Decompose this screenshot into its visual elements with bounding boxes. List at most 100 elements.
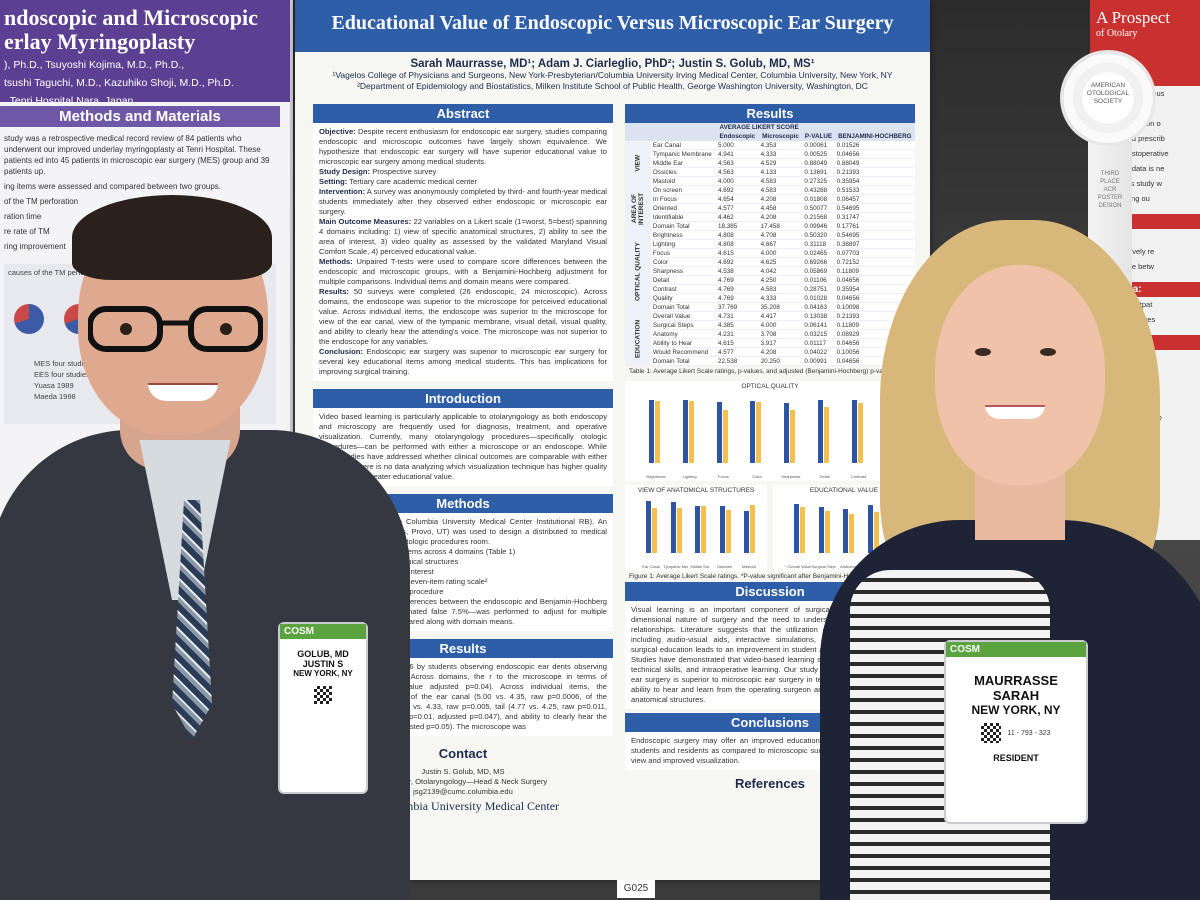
pie-chart-icon xyxy=(14,304,44,334)
intervention-text: A survey was anonymously completed by th… xyxy=(319,187,607,216)
column-header: BENJAMINI-HOCHBERG xyxy=(834,132,915,141)
qr-code-icon xyxy=(981,723,1002,743)
bar-microscopic xyxy=(823,406,829,463)
table-cell: 0.04656 xyxy=(834,293,915,303)
column-header: P-VALUE xyxy=(802,132,835,141)
table-row: Color 4.692 4.625 0.69266 0.72152 xyxy=(625,257,915,267)
table-cell: 4.615 xyxy=(716,248,759,258)
tick-label: Lighting xyxy=(682,474,697,479)
glasses-icon xyxy=(88,306,263,352)
main-poster-title: Educational Value of Endoscopic Versus M… xyxy=(331,12,894,34)
table-header-row: Endoscopic Microscopic P-VALUE BENJAMINI… xyxy=(625,132,915,141)
rosette-text: AMERICAN OTOLOGICAL SOCIETY xyxy=(1078,82,1138,106)
badge-first-name: JUSTIN S xyxy=(302,659,344,669)
eye xyxy=(1040,348,1056,356)
table-row: Lighting 4.808 4.667 0.31118 0.38897 xyxy=(625,239,915,249)
table-cell: 0.35954 xyxy=(834,176,915,186)
table-row: AREA OF INTEREST On screen 4.692 4.583 0.432… xyxy=(625,185,915,231)
table-cell: 0.01106 xyxy=(802,275,835,285)
table-cell: 4.692 xyxy=(716,257,759,267)
table-row: Ossicles 4.563 4.133 0.13691 0.21393 xyxy=(625,167,915,177)
table-row: Domain Total 22.538 20.250 0.00991 0.04656 xyxy=(625,356,915,366)
logo-line-2: Medical Center xyxy=(484,799,560,813)
table-cell: 0.13038 xyxy=(802,311,835,321)
table-row: Sharpness 4.538 4.042 0.05869 0.11809 xyxy=(625,266,915,276)
table-cell: 0.28751 xyxy=(802,284,835,294)
bar-chart: OPTICAL QUALITY Brightness Lighting Focus Co… xyxy=(625,381,915,481)
chart-title: EDUCATIONAL VALUE xyxy=(809,487,879,494)
table-cell: 0.01028 xyxy=(802,293,835,303)
ribbon-text: ACR xyxy=(1103,187,1117,193)
ribbon-text: THIRD xyxy=(1100,171,1120,177)
bar-endoscopic xyxy=(794,503,800,553)
tick-label: Ear Canal xyxy=(642,564,661,569)
group-label: AREA OF INTEREST xyxy=(625,185,651,231)
table-cell: 0.04163 xyxy=(802,302,835,312)
table-row: Mastoid 4.000 4.583 0.27325 0.35954 xyxy=(625,176,915,186)
table-cell: 4.462 xyxy=(716,212,759,222)
left-poster-legend: Yuasa 1989 xyxy=(34,381,74,390)
ribbon-text: DESIGN xyxy=(1098,203,1122,209)
hair xyxy=(72,195,272,280)
left-poster-methods-text: study was a retrospective medical record… xyxy=(4,134,270,176)
table-cell: Ear Canal xyxy=(650,141,716,150)
table-cell: 0.72152 xyxy=(834,257,915,267)
bar-endoscopic xyxy=(682,399,688,463)
badge-id-row: 11 - 793 - 323 xyxy=(946,723,1086,743)
table-cell: 0.01808 xyxy=(802,194,835,204)
table-cell: Would Recommend xyxy=(650,347,716,357)
bar-microscopic xyxy=(701,505,707,553)
table-cell: 4.563 xyxy=(716,158,759,168)
tick-label: Surgical Steps xyxy=(811,564,836,569)
table-cell: 0.08929 xyxy=(834,329,915,339)
poster-number-label: G025 xyxy=(617,880,655,898)
eye xyxy=(975,348,991,356)
table-cell: Lighting xyxy=(650,239,716,249)
table-cell: 4.583 xyxy=(758,185,803,195)
bar-endoscopic xyxy=(784,403,790,463)
table-cell: 4.353 xyxy=(758,141,803,150)
bar-endoscopic xyxy=(670,501,676,553)
bar-microscopic xyxy=(652,507,658,553)
tick-label: Contrast xyxy=(850,474,866,479)
bar-endoscopic xyxy=(743,511,749,553)
table-cell: 4.333 xyxy=(758,149,803,159)
table-cell: 4.000 xyxy=(758,320,803,330)
table-cell: 0.54695 xyxy=(834,203,915,213)
bar-endoscopic xyxy=(818,507,824,553)
table-cell: 4.667 xyxy=(758,239,803,249)
conclusion-label: Conclusion: xyxy=(319,347,363,356)
table-cell: 0.11809 xyxy=(834,266,915,276)
table-cell: Quality xyxy=(650,293,716,303)
table-row: Would Recommend 4.577 4.208 0.04022 0.10056 xyxy=(625,347,915,357)
table-cell: 0.03215 xyxy=(802,329,835,339)
table-cell: 4.538 xyxy=(716,266,759,276)
left-poster-legend: EES four studies xyxy=(34,370,90,379)
right-poster-title-1: A Prospect xyxy=(1096,8,1171,27)
main-poster-affiliation: ²Department of Epidemiology and Biostati… xyxy=(357,81,868,91)
table-header-row: AVERAGE LIKERT SCORE xyxy=(625,123,915,132)
table-cell: 4.583 xyxy=(758,284,803,294)
bar-microscopic xyxy=(857,402,863,463)
table-cell: In Focus xyxy=(650,194,716,204)
table-cell: 4.417 xyxy=(758,311,803,321)
bar-endoscopic xyxy=(719,505,725,553)
table-row: Domain Total 18.385 17.458 0.09946 0.17761 xyxy=(625,221,915,231)
table-cell: 0.50077 xyxy=(802,203,835,213)
main-poster-authors: Sarah Maurrasse, MD¹; Adam J. Ciarleglio… xyxy=(410,58,815,70)
right-poster-title-2: of Otolary xyxy=(1096,28,1138,39)
table-cell: 0.06457 xyxy=(834,194,915,204)
table-cell: Tympanic Membrane xyxy=(650,149,716,159)
left-poster-legend: Maeda 1998 xyxy=(34,392,76,401)
table-cell: 0.54695 xyxy=(834,230,915,240)
table-cell: Detail xyxy=(650,275,716,285)
poster-right-column: Results AVERAGE LIKERT SCORE Endoscopic … xyxy=(625,104,915,793)
table-cell: 20.250 xyxy=(758,356,803,366)
award-rosette-icon xyxy=(1063,53,1153,143)
table-row: Oriented 4.577 4.458 0.50077 0.54695 xyxy=(625,203,915,213)
ribbon-tail-text: THIRD PLACE ACR POSTER DESIGN xyxy=(1096,170,1124,210)
table-cell: 0.35954 xyxy=(834,284,915,294)
table-cell: 0.27325 xyxy=(802,176,835,186)
smile xyxy=(985,405,1045,419)
table-row: Domain Total 37.769 35.208 0.04163 0.10098 xyxy=(625,302,915,312)
